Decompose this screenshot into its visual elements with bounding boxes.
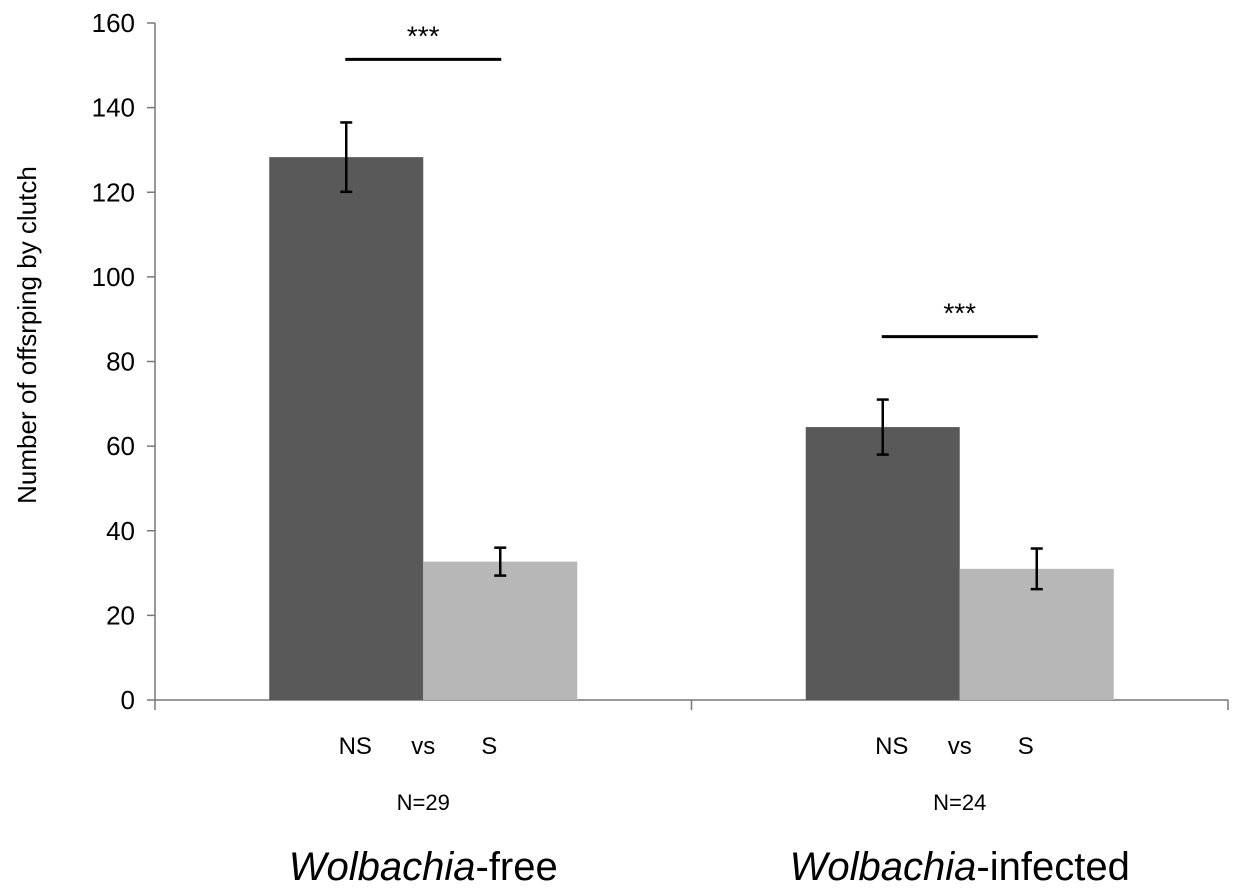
category-label-vs: vs [411,733,435,760]
y-axis: 0 20 40 60 80 100 120 140 160 [92,8,156,715]
y-tick-label: 100 [92,262,135,292]
group-label-genus: Wolbachia [289,845,476,889]
bars: *** *** [269,20,1114,701]
y-tick-label: 0 [121,685,135,715]
y-tick-label: 40 [106,516,135,546]
bar-ns [805,427,960,700]
group-label-suffix: -free [476,845,558,889]
y-tick-label: 60 [106,431,135,461]
category-label-vs: vs [948,733,972,760]
group-label: Wolbachia-infected [790,845,1130,889]
significance-label: *** [407,20,440,51]
sample-size-label: N=29 [397,790,450,815]
category-label-s: S [481,733,497,760]
y-tick-label: 20 [106,600,135,630]
y-tick-label: 160 [92,8,135,38]
x-axis [154,699,1229,710]
y-tick-label: 140 [92,93,135,123]
y-tick-label: 120 [92,177,135,207]
group-label-genus: Wolbachia [790,845,977,889]
category-label-ns: NS [875,733,908,760]
group-label: Wolbachia-free [289,845,558,889]
category-label-ns: NS [339,733,372,760]
bar-ns [269,157,424,701]
group-label-suffix: -infected [976,845,1129,889]
y-axis-label: Number of offsrping by clutch [12,166,42,504]
category-label-s: S [1018,733,1034,760]
bar-s [959,568,1114,700]
bar-s [423,561,578,700]
sample-size-label: N=24 [933,790,986,815]
y-tick-label: 80 [106,347,135,377]
significance-label: *** [943,298,976,329]
